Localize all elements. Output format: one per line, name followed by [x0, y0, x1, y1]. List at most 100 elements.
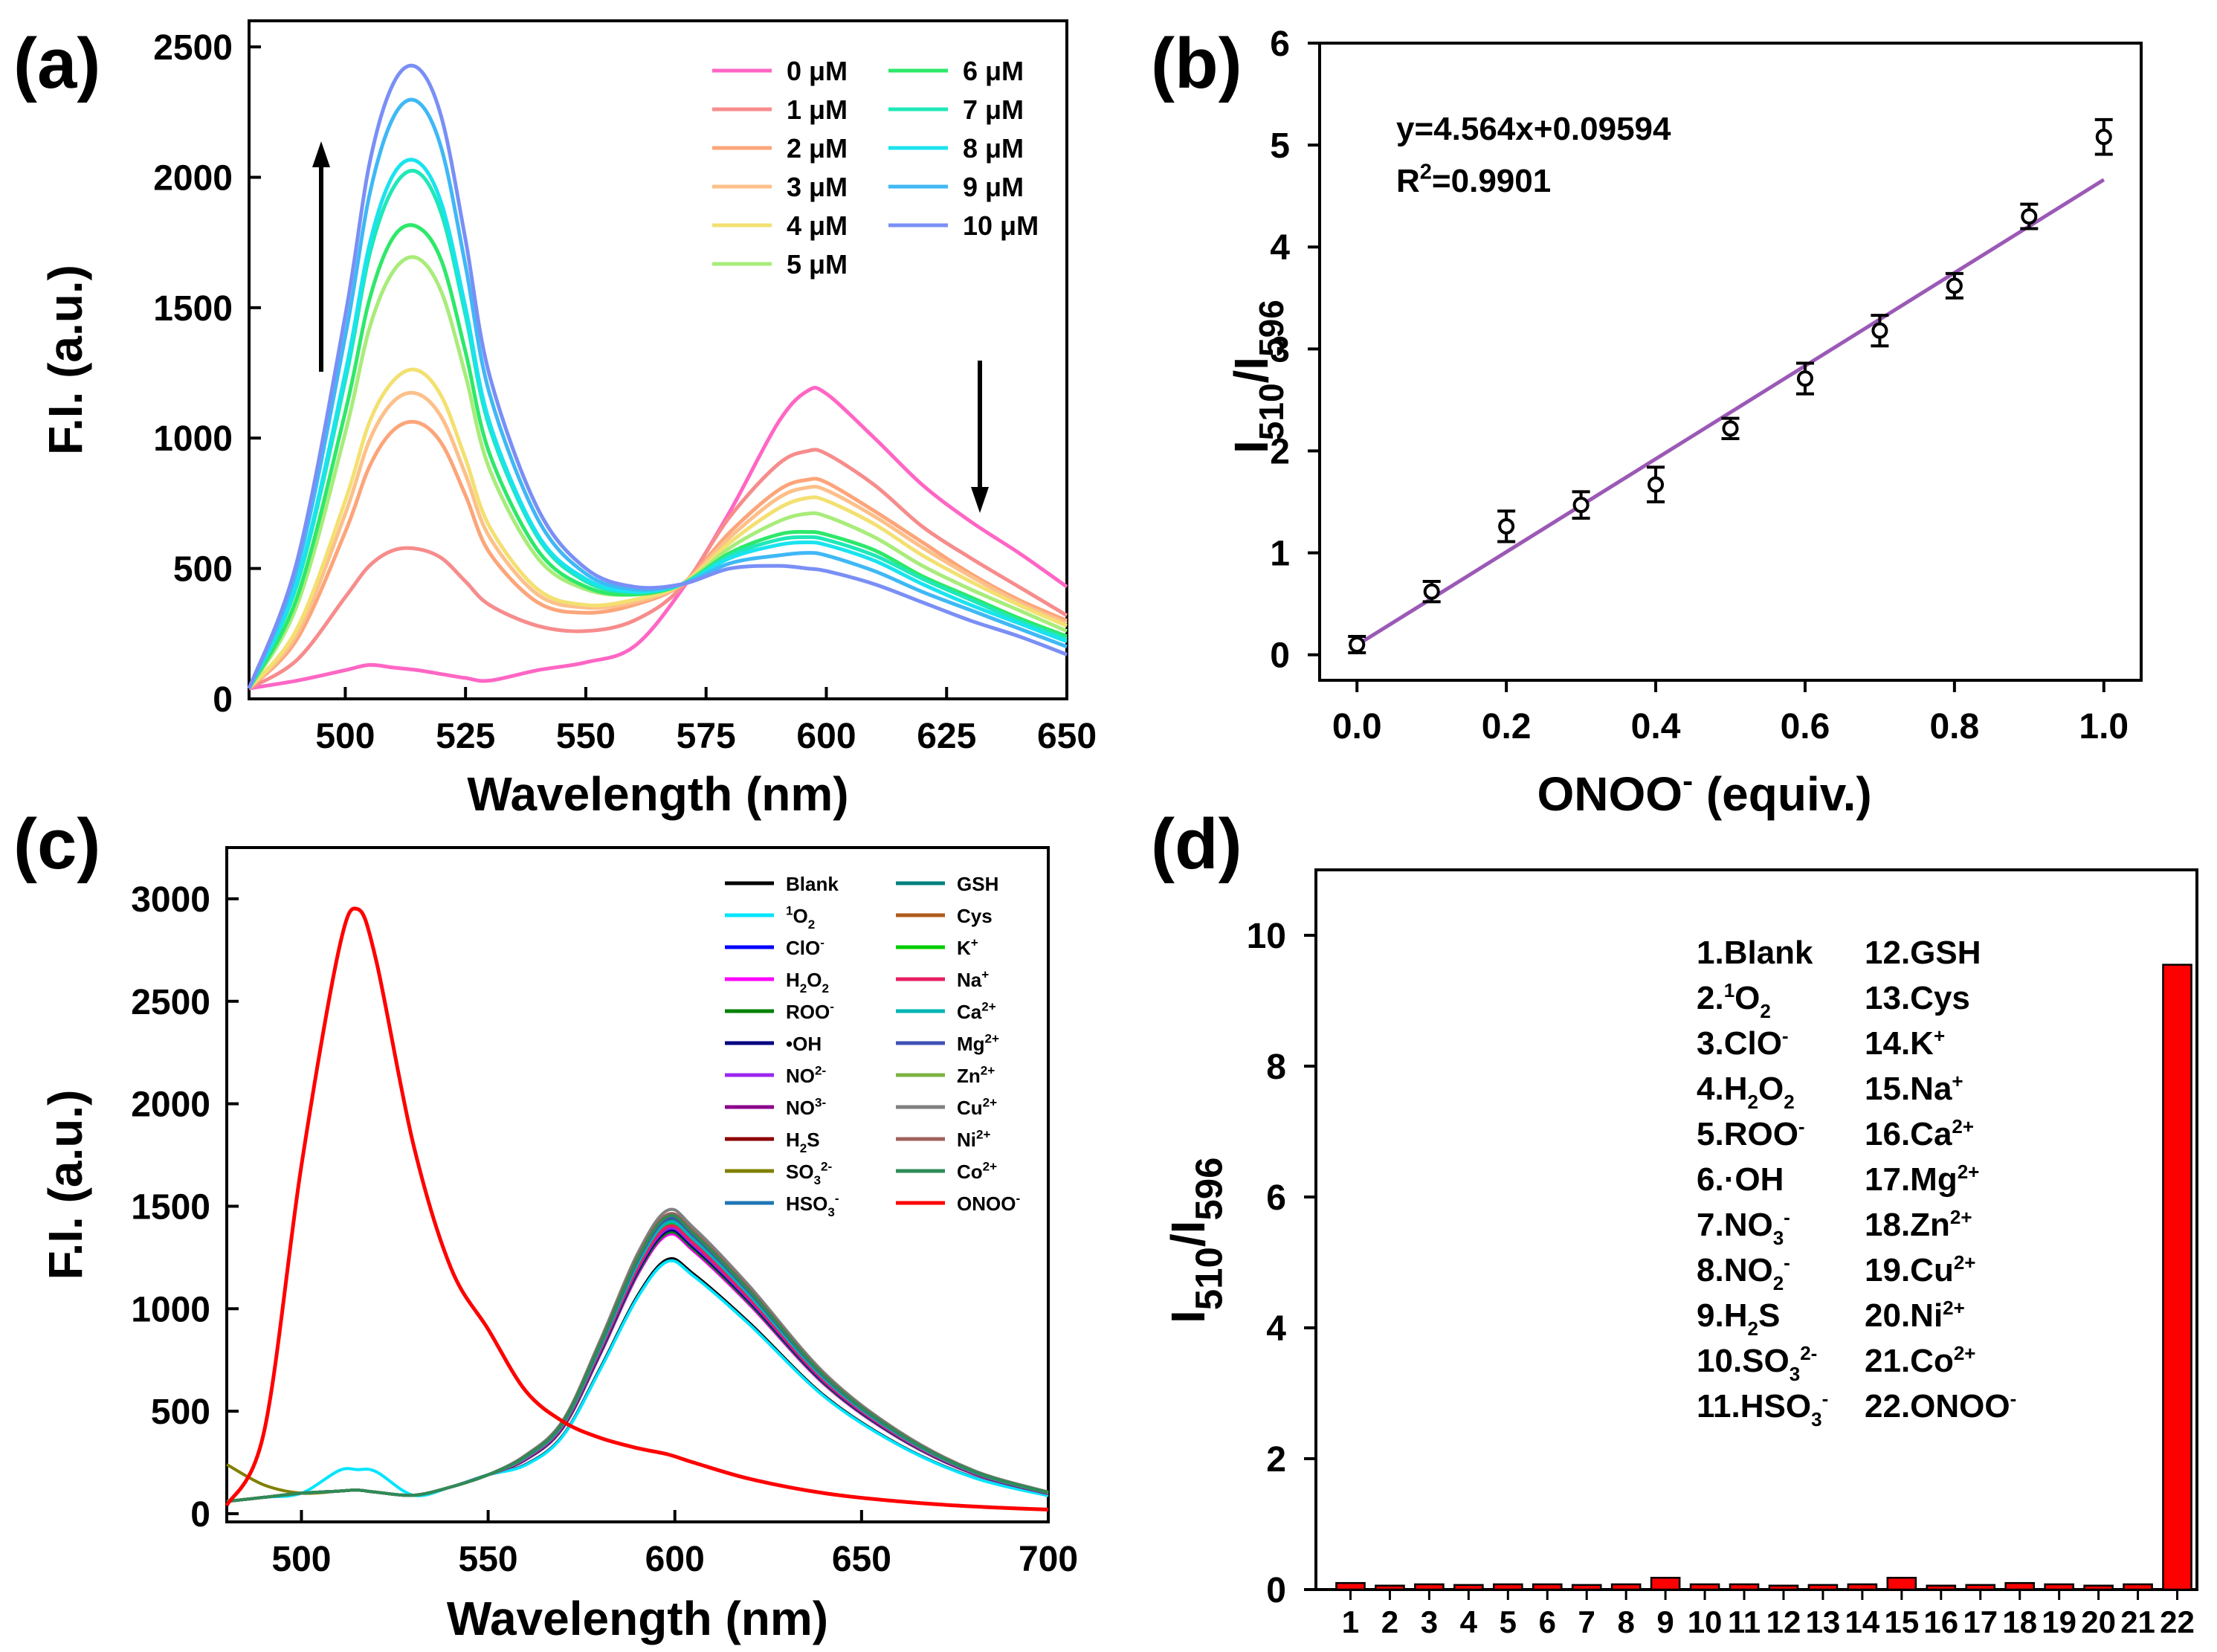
- legend-label-c-17: Zn2+: [957, 1064, 995, 1087]
- y-tick-label-d: 0: [1266, 1571, 1286, 1610]
- legend-label-c-12: Cys: [957, 905, 993, 927]
- legend-label-c-6: NO2-: [786, 1064, 826, 1087]
- bar-d-18: [2004, 1581, 2036, 1591]
- bar-d-6: [1532, 1583, 1563, 1591]
- data-point-b: [1796, 370, 1813, 387]
- legend-label-c-7: NO3-: [786, 1096, 826, 1119]
- annotation-left-2: 3.ClO-: [1697, 1025, 1789, 1062]
- bar-d-10: [1689, 1583, 1720, 1591]
- bar-d-21: [2123, 1583, 2153, 1591]
- legend-label-c-15: Ca2+: [957, 1000, 996, 1023]
- y-tick-label-b: 2: [1270, 432, 1290, 471]
- y-tick-label-d: 8: [1266, 1048, 1286, 1087]
- data-point-b: [1722, 420, 1739, 437]
- y-axis-title-b: I510/I596: [1224, 300, 1291, 454]
- y-tick-label-a: 1500: [153, 289, 233, 329]
- legend-label-a-8: 8 μM: [963, 133, 1024, 164]
- bar-d-22: [2162, 964, 2192, 1591]
- legend-label-c-3: H2O2: [786, 969, 829, 996]
- x-tick-label-c: 550: [459, 1540, 518, 1579]
- annotation-right-8: 20.Ni2+: [1865, 1297, 1965, 1334]
- annotation-left-6: 7.NO3-: [1697, 1206, 1790, 1249]
- x-tick-label-d: 10: [1688, 1604, 1723, 1639]
- annotation-left-8: 9.H2S: [1697, 1297, 1780, 1340]
- bar-d-20: [2083, 1584, 2114, 1591]
- x-tick-label-d: 7: [1578, 1604, 1595, 1639]
- y-tick-label-d: 10: [1247, 917, 1286, 956]
- fit-r-squared: R2=0.9901: [1396, 160, 1551, 199]
- panel-d-label: (d): [1151, 804, 1242, 884]
- annotation-right-2: 14.K+: [1865, 1025, 1945, 1062]
- legend-label-a-3: 3 μM: [787, 172, 848, 202]
- legend-label-a-7: 7 μM: [963, 94, 1024, 125]
- series-line-c-20: [226, 1213, 1049, 1503]
- y-axis-title-d: I510/I596: [1161, 1157, 1230, 1323]
- x-tick-label-c: 500: [271, 1540, 331, 1579]
- annotation-left-4: 5.ROO-: [1697, 1115, 1805, 1152]
- legend-label-c-8: H2S: [786, 1129, 820, 1155]
- legend-label-c-10: HSO3-: [786, 1192, 839, 1219]
- y-tick-label-c: 3000: [131, 880, 210, 920]
- data-point-b: [1572, 497, 1590, 514]
- x-tick-label-d: 14: [1845, 1604, 1880, 1639]
- y-tick-label-b: 3: [1270, 330, 1290, 370]
- y-tick-label-b: 1: [1270, 535, 1290, 574]
- annotation-right-1: 13.Cys: [1865, 980, 1970, 1016]
- y-tick-label-b: 4: [1270, 228, 1290, 268]
- series-line-a-9: [247, 97, 1068, 689]
- legend-label-a-10: 10 μM: [963, 210, 1039, 241]
- bar-d-5: [1492, 1583, 1523, 1591]
- x-tick-label-b: 0.6: [1781, 707, 1830, 746]
- x-tick-label-d: 17: [1963, 1604, 1998, 1639]
- x-tick-label-a: 550: [556, 717, 616, 756]
- series-line-a-0: [248, 386, 1068, 691]
- chart-b: 0.0 0.2 0.4 0.6 0.8 1.0 0 1 2 3 4 5 6 ONOO- (equiv.) I…: [1224, 25, 2143, 821]
- annotation-left-3: 4.H2O2: [1697, 1071, 1795, 1113]
- annotation-right-4: 16.Ca2+: [1865, 1115, 1974, 1152]
- annotation-left-1: 2.1O2: [1697, 979, 1771, 1022]
- bar-d-12: [1768, 1584, 1799, 1591]
- annotation-left-0: 1.Blank: [1697, 935, 1813, 971]
- y-tick-label-a: 2500: [153, 28, 233, 68]
- legend-label-a-0: 0 μM: [787, 56, 848, 86]
- x-axis-title-a: Wavelength (nm): [467, 767, 848, 821]
- bar-d-16: [1926, 1584, 1957, 1591]
- series-line-a-2: [248, 419, 1068, 690]
- x-tick-label-d: 9: [1656, 1604, 1674, 1639]
- bar-d-14: [1847, 1583, 1878, 1591]
- legend-label-c-16: Mg2+: [957, 1032, 999, 1055]
- legend-label-a-4: 4 μM: [787, 210, 848, 241]
- legend-label-c-0: Blank: [786, 873, 839, 895]
- legend-label-a-6: 6 μM: [963, 56, 1024, 86]
- legend-label-c-9: SO32-: [786, 1160, 832, 1187]
- annotation-right-9: 21.Co2+: [1865, 1342, 1975, 1379]
- x-tick-label-a: 650: [1037, 717, 1097, 756]
- series-line-a-3: [248, 390, 1068, 690]
- x-tick-label-d: 22: [2160, 1604, 2195, 1639]
- chart-a: 500 525 550 575 600 625 650 0 500 1000 1500 2000 250…: [39, 19, 1097, 821]
- x-tick-label-a: 575: [677, 717, 736, 756]
- y-tick-label-d: 4: [1266, 1309, 1286, 1349]
- annotation-left-10: 11.HSO3-: [1697, 1387, 1828, 1430]
- y-tick-label-c: 2500: [131, 983, 210, 1022]
- fit-equation: y=4.564x+0.09594: [1396, 111, 1671, 147]
- x-tick-label-c: 700: [1019, 1540, 1078, 1579]
- y-tick-label-a: 2000: [153, 158, 233, 198]
- arrow-down-head: [971, 487, 989, 513]
- x-tick-label-d: 16: [1923, 1604, 1958, 1639]
- series-line-a-5: [247, 255, 1068, 690]
- x-tick-label-b: 0.8: [1929, 707, 1979, 746]
- x-tick-label-d: 13: [1806, 1604, 1841, 1639]
- legend-label-a-9: 9 μM: [963, 172, 1024, 202]
- bar-d-13: [1807, 1584, 1839, 1591]
- x-tick-label-b: 0.4: [1631, 707, 1681, 746]
- x-tick-label-d: 15: [1884, 1604, 1919, 1639]
- y-tick-label-c: 500: [151, 1393, 210, 1432]
- series-line-c-1: [226, 1259, 1049, 1503]
- bar-d-15: [1886, 1576, 1917, 1591]
- plot-frame-b: [1318, 42, 2143, 682]
- bar-d-1: [1335, 1581, 1366, 1591]
- x-tick-label-d: 11: [1728, 1604, 1761, 1639]
- legend-label-c-4: ROO-: [786, 1000, 834, 1023]
